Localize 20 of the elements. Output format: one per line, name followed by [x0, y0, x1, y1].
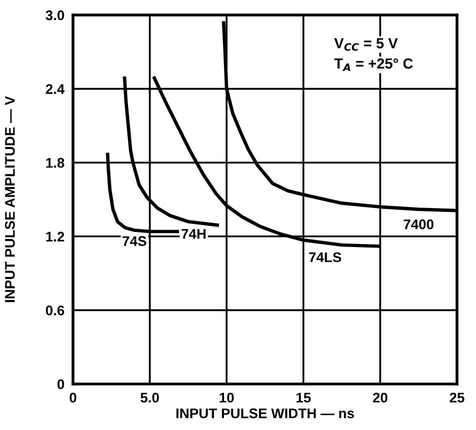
series-label: 7400: [404, 219, 434, 230]
y-tick-label: 2.4: [46, 84, 65, 94]
y-tick-label: 0.6: [46, 306, 64, 316]
x-tick-label: 10: [220, 392, 234, 403]
series-label: 74S: [122, 236, 146, 246]
series-label: 74LS: [309, 252, 342, 262]
x-axis-title: INPUT PULSE WIDTH — ns: [176, 408, 354, 418]
y-tick-label: 1.8: [46, 158, 64, 168]
y-tick-label: 0: [57, 379, 64, 390]
y-axis-title: INPUT PULSE AMPLITUDE — V: [5, 96, 15, 302]
annotation: T$_{A}$ = +25° C: [334, 58, 413, 71]
series-label: 74H: [182, 229, 206, 239]
x-tick-label: 25: [450, 392, 464, 403]
x-tick-label: 0: [70, 392, 76, 403]
x-tick-label: 20: [372, 392, 388, 403]
x-tick-label: 15: [296, 392, 311, 403]
y-tick-label: 3.0: [46, 10, 64, 20]
annotation: V$_{CC}$ = 5 V: [334, 38, 398, 51]
x-tick-label: 5.0: [140, 392, 159, 403]
y-tick-label: 1.2: [46, 232, 64, 242]
